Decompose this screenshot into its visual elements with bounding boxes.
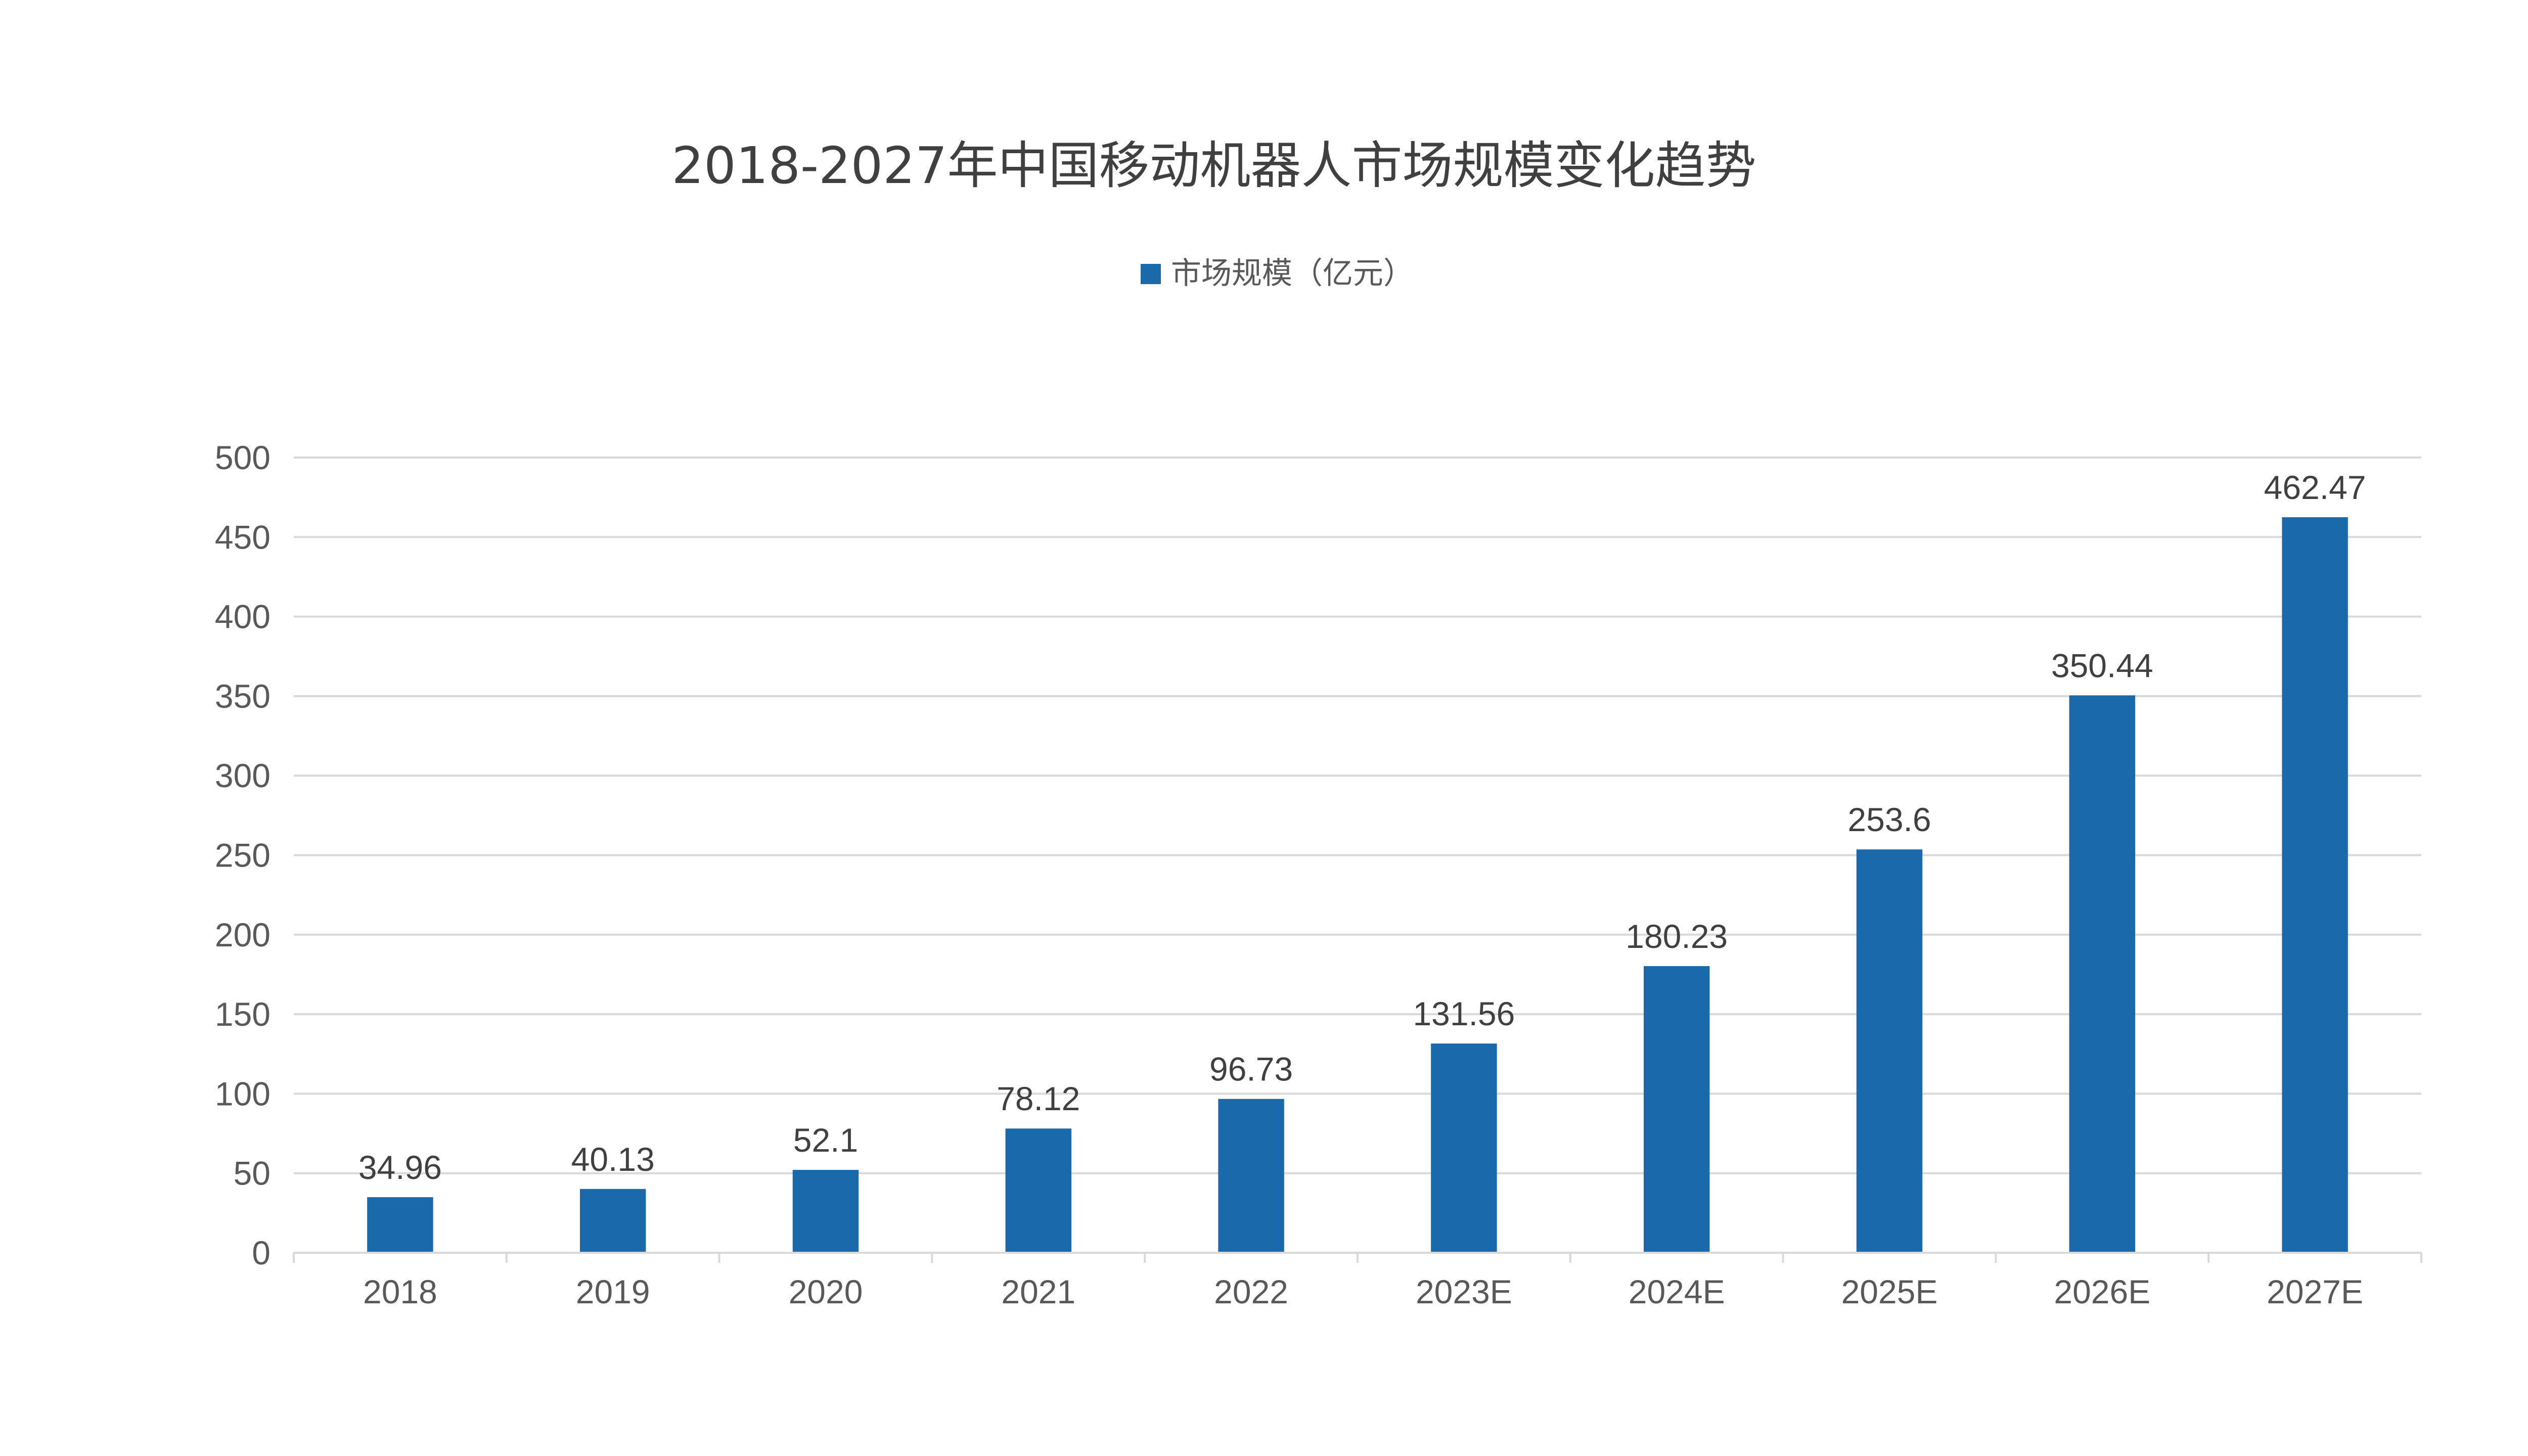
y-tick-label: 400 [215, 598, 270, 635]
legend: 市场规模（亿元） [1141, 256, 1414, 291]
x-tick-label-2018: 2018 [363, 1273, 437, 1310]
x-tick-label-2024E: 2024E [1629, 1273, 1725, 1310]
x-tick-label-2019: 2019 [576, 1273, 650, 1310]
legend-label: 市场规模（亿元） [1171, 256, 1414, 291]
data-label-2018: 34.96 [358, 1149, 442, 1186]
data-label-2019: 40.13 [571, 1141, 655, 1178]
data-label-2022: 96.73 [1209, 1051, 1293, 1088]
data-label-2020: 52.1 [793, 1121, 858, 1159]
y-tick-label: 100 [215, 1075, 270, 1112]
chart-title: 2018-2027年中国移动机器人市场规模变化趋势 [671, 136, 1756, 195]
bar-2022 [1218, 1099, 1284, 1253]
bar-2023E [1431, 1043, 1497, 1253]
x-tick-label-2023E: 2023E [1416, 1273, 1512, 1310]
data-labels: 34.96 40.13 52.1 78.12 96.73 131.56 180.23 253.… [358, 469, 2366, 1186]
gridlines [294, 457, 2421, 1174]
bar-2025E [1856, 849, 1923, 1253]
bar-2019 [579, 1189, 646, 1253]
bar-2020 [792, 1170, 859, 1253]
data-label-2025E: 253.6 [1847, 801, 1931, 838]
x-axis: 2018 2019 2020 2021 2022 2023E 2024E 2025E 2026E… [293, 1252, 2422, 1310]
y-tick-label: 500 [215, 439, 270, 476]
y-tick-label: 350 [215, 677, 270, 715]
y-tick-label: 150 [215, 995, 270, 1033]
data-label-2023E: 131.56 [1413, 995, 1515, 1032]
bar-2024E [1643, 966, 1710, 1253]
x-tick-label-2025E: 2025E [1841, 1273, 1938, 1310]
x-tick-label-2026E: 2026E [2054, 1273, 2150, 1310]
data-label-2027E: 462.47 [2264, 469, 2366, 506]
bar-2018 [367, 1197, 433, 1253]
data-label-2026E: 350.44 [2051, 647, 2153, 685]
bar-2026E [2069, 695, 2136, 1253]
bars [367, 517, 2348, 1253]
x-tick-label-2021: 2021 [1001, 1273, 1075, 1310]
y-tick-label: 50 [234, 1155, 270, 1192]
y-axis-ticks: 0 50 100 150 200 250 300 350 400 450 500 [215, 439, 270, 1271]
bar-2021 [1005, 1128, 1072, 1253]
bar-2027E [2282, 517, 2348, 1253]
y-tick-label: 450 [215, 518, 270, 556]
y-tick-label: 300 [215, 757, 270, 794]
y-tick-label: 250 [215, 837, 270, 874]
y-tick-label: 200 [215, 916, 270, 953]
data-label-2021: 78.12 [997, 1080, 1080, 1117]
data-label-2024E: 180.23 [1626, 918, 1728, 955]
y-tick-label: 0 [252, 1234, 270, 1271]
x-tick-label-2027E: 2027E [2267, 1273, 2363, 1310]
x-tick-label-2020: 2020 [789, 1273, 863, 1310]
legend-swatch [1141, 264, 1161, 284]
x-tick-label-2022: 2022 [1214, 1273, 1288, 1310]
